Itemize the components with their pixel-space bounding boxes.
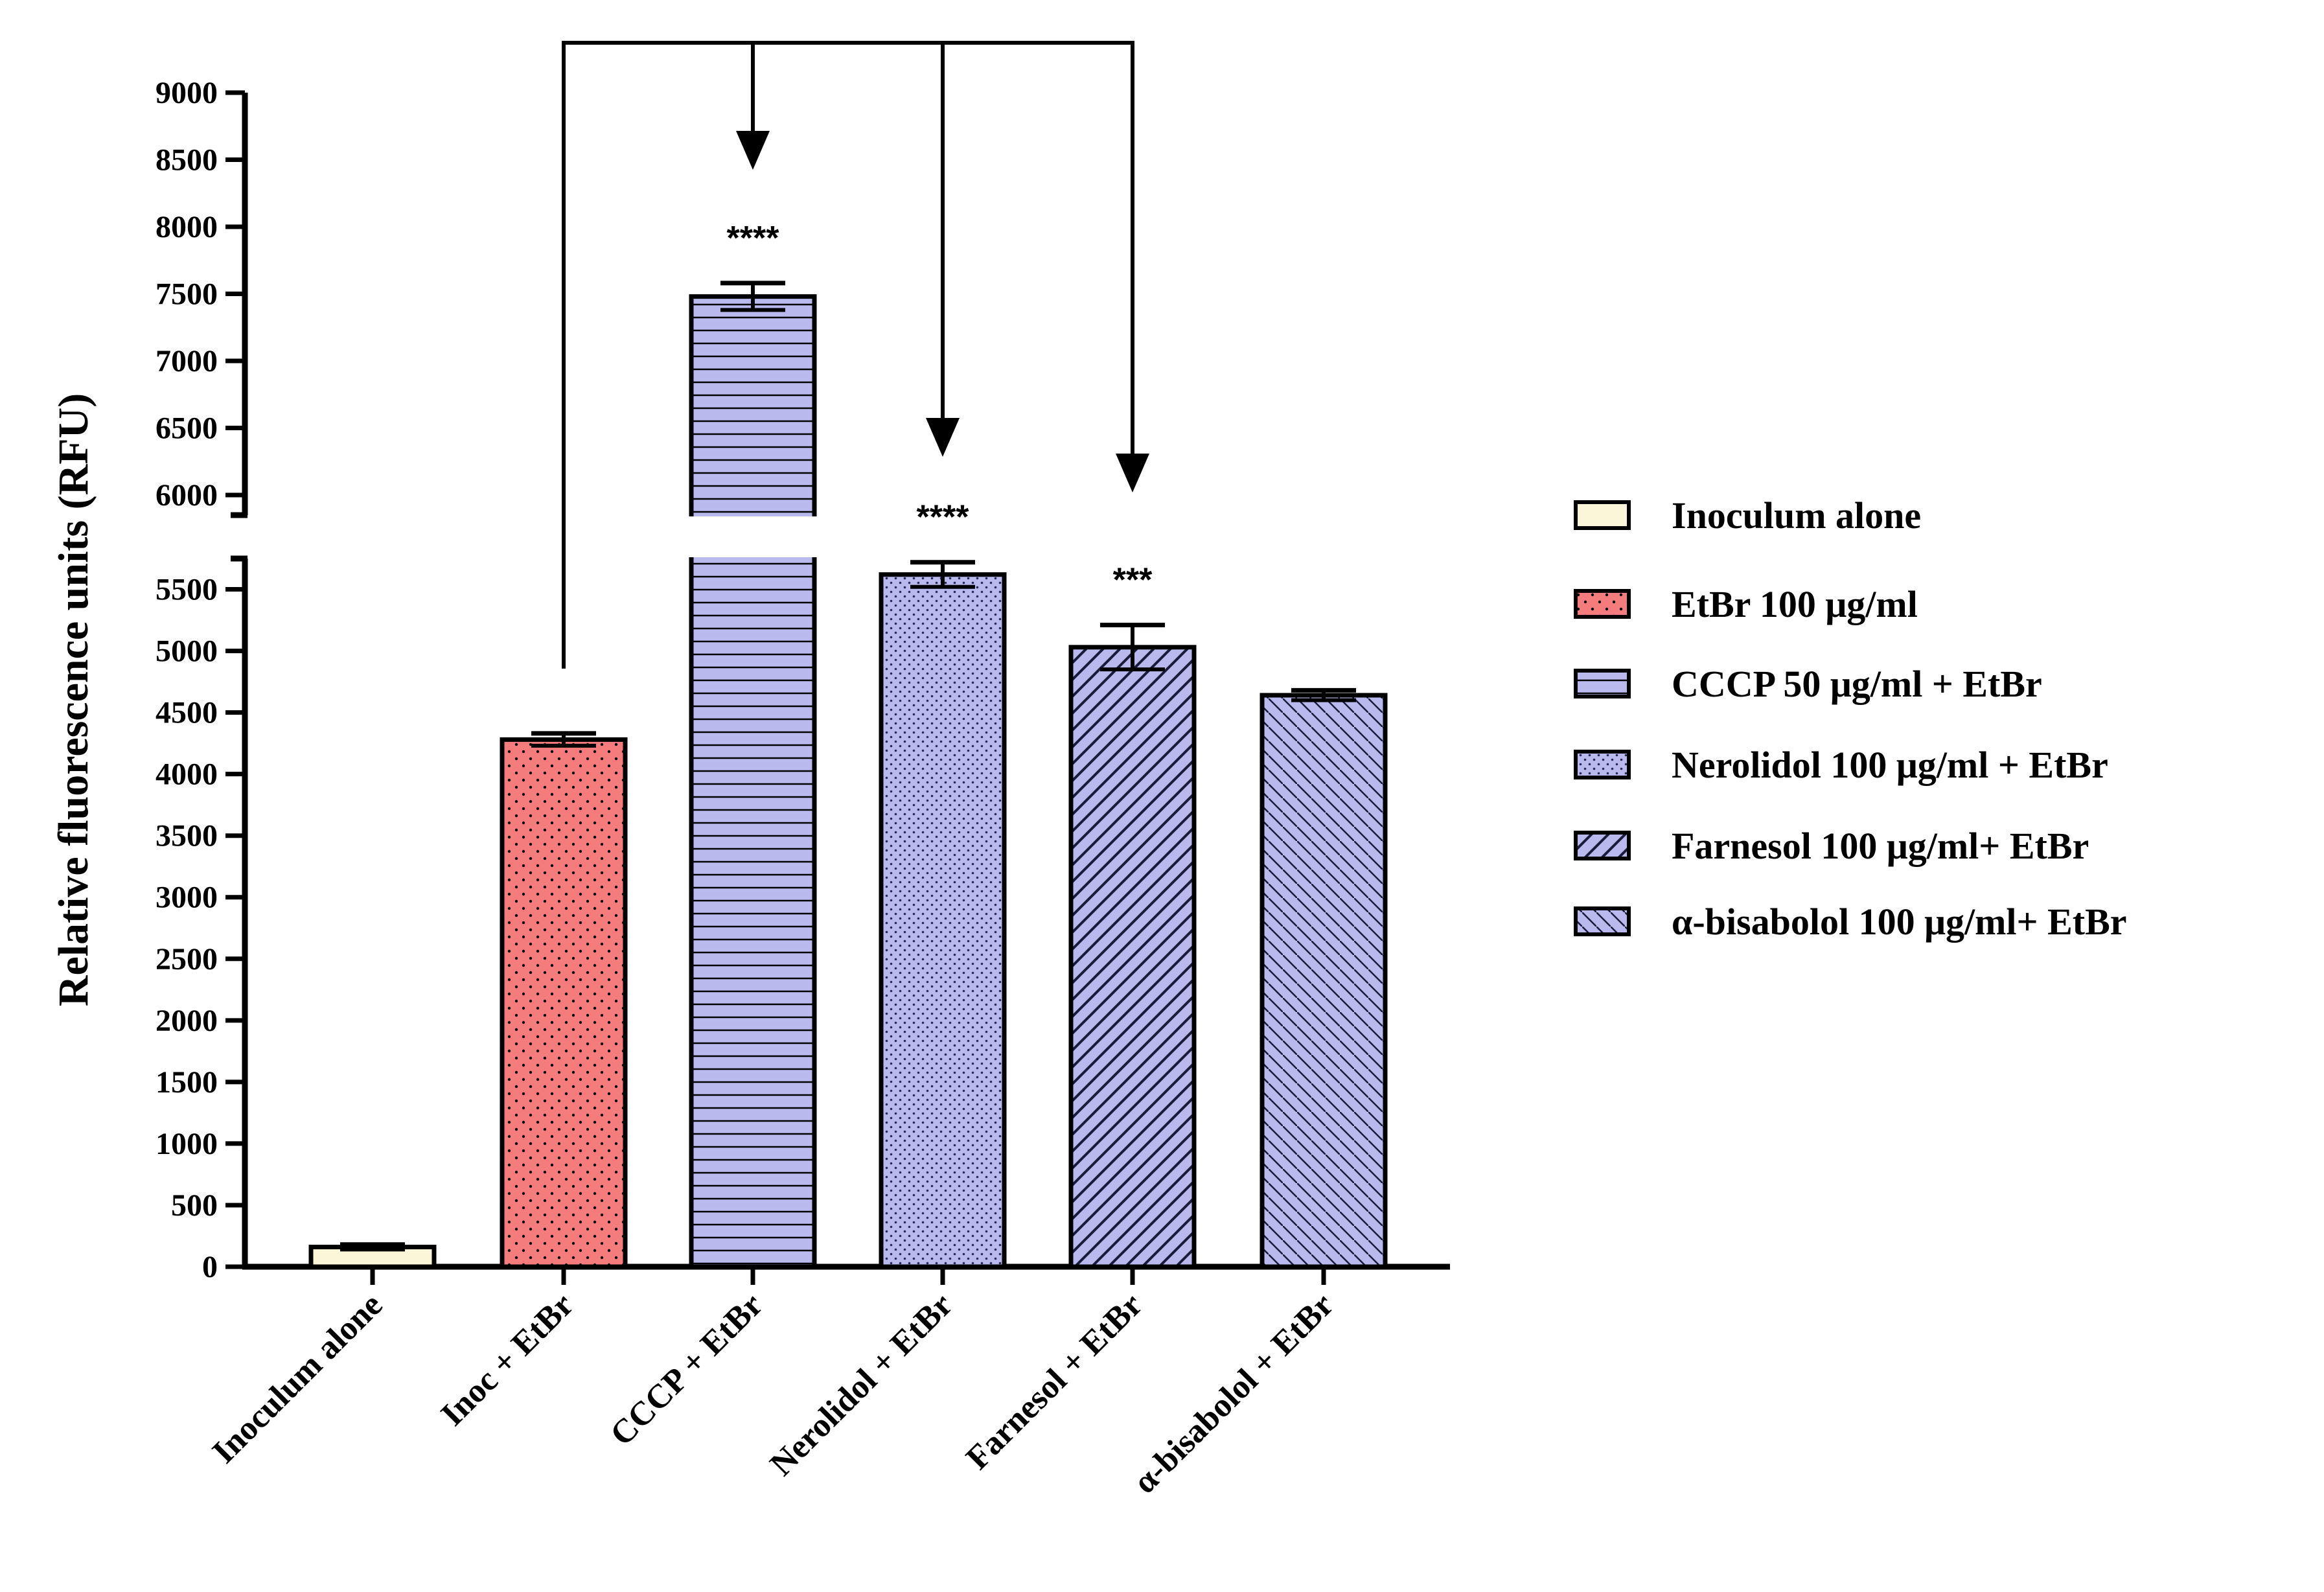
error-bar-4 [910,560,975,589]
y-tick-label: 5000 [155,634,218,669]
error-bar-3 [720,281,785,312]
legend-swatch-outline [1574,906,1631,936]
legend-label: Farnesol 100 μg/ml+ EtBr [1672,825,2089,867]
y-tick-label: 7000 [155,344,218,378]
bar-pattern [691,296,814,1267]
legend-item-1: Inoculum alone [1574,494,1921,536]
bar-pattern [1071,647,1194,1267]
y-tick-label: 1000 [155,1127,218,1161]
comparison-arrow-head [736,131,770,170]
bar-6 [1260,693,1388,1269]
x-category-label: Inoc + EtBr [434,1286,581,1433]
bar-pattern [881,574,1004,1267]
significance-markers: *********** [727,220,1153,599]
x-category-label: Nerolidol + EtBr [763,1286,960,1483]
legend-item-6: α-bisabolol 100 μg/ml+ EtBr [1574,901,2127,943]
legend-label: Inoculum alone [1672,494,1921,536]
legend-swatch-outline [1574,831,1631,860]
y-tick-label: 6000 [155,478,218,513]
error-bar-2 [531,731,596,748]
error-bar-6 [1291,687,1356,702]
bar-4 [879,572,1007,1269]
legend-label: α-bisabolol 100 μg/ml+ EtBr [1672,901,2127,943]
y-tick-label: 5500 [155,573,218,607]
comparison-arrows [562,41,1149,669]
legend-item-3: CCCP 50 μg/ml + EtBr [1574,663,2042,705]
bar-2 [500,737,628,1269]
legend-item-2: EtBr 100 μg/ml [1574,583,1918,625]
legend-swatch-outline [1574,669,1631,698]
y-tick-label: 8500 [155,143,218,177]
y-axis-title: Relative fluorescence units (RFU) [50,393,97,1006]
y-tick-label: 3000 [155,881,218,915]
significance-label: *** [1113,562,1153,599]
legend-swatch-pattern [1576,591,1629,617]
x-category-label: Inoculum alone [205,1286,389,1470]
y-tick-label: 9000 [155,76,218,110]
y-tick-label: 4000 [155,757,218,792]
significance-label: **** [917,499,970,536]
y-tick-label: 500 [171,1188,218,1223]
y-tick-label: 3500 [155,819,218,853]
y-tick-label: 2000 [155,1004,218,1038]
y-tick-label: 4500 [155,696,218,730]
y-tick-label: 8000 [155,210,218,244]
error-bar-1 [340,1242,405,1252]
x-category-label: CCCP + EtBr [603,1286,770,1453]
comparison-arrow-head [1116,454,1149,492]
error-bars [340,281,1356,1252]
legend-swatch-pattern [1576,752,1629,778]
bars [308,294,1388,1269]
legend-swatch-outline [1574,750,1631,779]
legend-swatch-pattern [1576,833,1629,859]
legend: Inoculum alone EtBr 100 μg/ml CCCP 50 μg/m… [1574,494,2127,943]
error-bar-5 [1100,623,1165,672]
y-tick-label: 0 [202,1250,218,1284]
legend-swatch-outline [1574,589,1631,619]
y-tick-label: 1500 [155,1065,218,1100]
legend-label: CCCP 50 μg/ml + EtBr [1672,663,2042,705]
axes: 0 500 1000 1500 2000 2500 3000 3500 4000 4500 5000… [155,76,1450,1285]
legend-item-4: Nerolidol 100 μg/ml + EtBr [1574,744,2108,786]
bar-5 [1068,645,1197,1269]
legend-item-5: Farnesol 100 μg/ml+ EtBr [1574,825,2089,867]
legend-swatch-pattern [1576,671,1629,697]
bar-pattern [1262,695,1385,1267]
legend-label: Nerolidol 100 μg/ml + EtBr [1672,744,2108,786]
x-tick-labels: Inoculum alone Inoc + EtBr CCCP + EtBrNero… [205,1286,1340,1501]
x-category-label: Farnesol + EtBr [959,1286,1149,1477]
significance-label: **** [727,220,780,257]
y-tick-label: 2500 [155,942,218,976]
legend-swatch-pattern [1576,908,1629,934]
y-tick-label: 7500 [155,277,218,311]
bar-break-gap [687,516,818,557]
bar-pattern [502,739,625,1267]
comparison-arrow-head [926,418,960,457]
x-category-label: α-bisabolol + EtBr [1126,1286,1340,1501]
legend-swatch-outline [1574,500,1631,530]
legend-swatch-fill [1576,502,1629,528]
bar-3 [687,294,818,1269]
legend-label: EtBr 100 μg/ml [1672,583,1918,625]
y-tick-label: 6500 [155,411,218,445]
